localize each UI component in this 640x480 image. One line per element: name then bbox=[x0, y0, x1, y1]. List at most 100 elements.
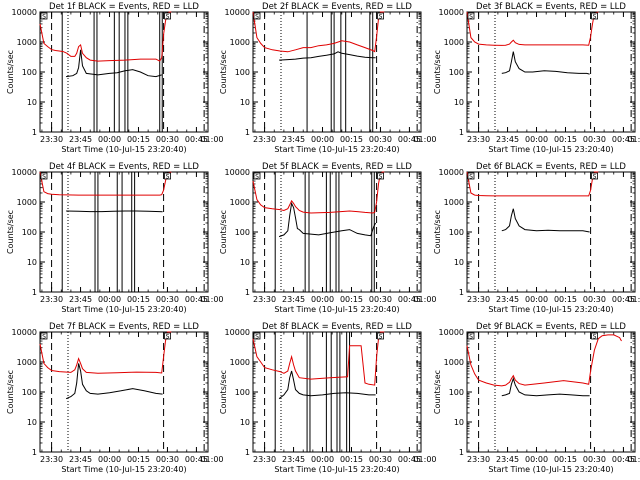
chart-panel: Det 5f BLACK = Events, RED = LLD 1 10 100 10… bbox=[219, 162, 437, 314]
corner-marker-label: S bbox=[255, 14, 259, 21]
x-tick-label: 23:45 bbox=[496, 295, 519, 304]
chart-panel: Det 8f BLACK = Events, RED = LLD 1 10 100 10… bbox=[219, 322, 437, 474]
y-tick-label: 1 bbox=[245, 288, 250, 297]
x-tick-label: 00:45 bbox=[185, 455, 208, 464]
lld-series-line bbox=[466, 334, 622, 387]
plot-frame bbox=[466, 11, 636, 133]
chart-title: Det 4f BLACK = Events, RED = LLD bbox=[49, 162, 199, 172]
chart-panel: Det 2f BLACK = Events, RED = LLD 1 10 100 10… bbox=[219, 2, 437, 154]
x-tick-label: 00:30 bbox=[583, 295, 606, 304]
y-tick-label: 100 bbox=[449, 228, 464, 237]
x-tick-label: 23:30 bbox=[40, 295, 63, 304]
x-tick-label: 23:45 bbox=[282, 455, 305, 464]
y-tick-label: 10000 bbox=[439, 168, 464, 177]
x-tick-label: 01:00 bbox=[200, 295, 223, 304]
corner-marker bbox=[164, 12, 171, 20]
corner-marker bbox=[377, 12, 384, 20]
x-tick-label: 00:00 bbox=[525, 455, 548, 464]
lld-series-line bbox=[39, 171, 172, 196]
y-tick-label: 10 bbox=[240, 98, 250, 107]
x-tick-label: 23:30 bbox=[467, 295, 490, 304]
events-series-line bbox=[66, 210, 163, 213]
corner-marker-label: S bbox=[469, 14, 473, 21]
corner-marker-label: S bbox=[42, 14, 46, 21]
x-axis-label: Start Time (10-Jul-15 23:20:40) bbox=[61, 145, 186, 154]
y-tick-label: 1000 bbox=[230, 38, 250, 47]
y-tick-label: 10 bbox=[27, 258, 37, 267]
plot-frame bbox=[39, 11, 209, 133]
corner-marker-label: S bbox=[255, 334, 259, 341]
corner-marker-label: S bbox=[469, 174, 473, 181]
x-axis-label: Start Time (10-Jul-15 23:20:40) bbox=[488, 145, 613, 154]
corner-marker bbox=[591, 332, 598, 340]
corner-marker bbox=[253, 12, 261, 20]
y-axis-label: Counts/sec bbox=[6, 50, 15, 94]
corner-marker bbox=[377, 332, 384, 340]
chart-title: Det 6f BLACK = Events, RED = LLD bbox=[476, 162, 626, 172]
x-tick-label: 00:00 bbox=[98, 135, 121, 144]
x-tick-label: 00:15 bbox=[554, 135, 577, 144]
events-series-line bbox=[501, 51, 590, 75]
plot-frame bbox=[466, 331, 636, 453]
lld-series-line bbox=[39, 331, 172, 374]
plot-frame bbox=[39, 171, 209, 293]
y-tick-label: 100 bbox=[235, 388, 250, 397]
chart-title: Det 7f BLACK = Events, RED = LLD bbox=[49, 322, 199, 332]
y-tick-label: 100 bbox=[449, 388, 464, 397]
x-tick-label: 23:30 bbox=[253, 295, 276, 304]
lld-series-line bbox=[39, 11, 172, 62]
x-tick-label: 00:45 bbox=[185, 295, 208, 304]
lld-series-line bbox=[252, 331, 385, 386]
y-axis-label: Counts/sec bbox=[433, 210, 442, 254]
corner-marker bbox=[377, 172, 384, 180]
corner-marker bbox=[253, 332, 261, 340]
x-tick-label: 00:30 bbox=[156, 455, 179, 464]
chart-title: Det 5f BLACK = Events, RED = LLD bbox=[262, 162, 412, 172]
y-tick-label: 1 bbox=[32, 448, 37, 457]
y-tick-label: 100 bbox=[22, 68, 37, 77]
corner-marker bbox=[591, 12, 598, 20]
y-axis-label: Counts/sec bbox=[6, 210, 15, 254]
corner-marker-label: S bbox=[166, 174, 170, 181]
y-axis-label: Counts/sec bbox=[6, 370, 15, 414]
y-tick-label: 10 bbox=[27, 98, 37, 107]
x-tick-label: 00:00 bbox=[525, 295, 548, 304]
x-tick-label: 00:45 bbox=[612, 455, 635, 464]
x-tick-label: 23:30 bbox=[253, 135, 276, 144]
x-tick-label: 01:00 bbox=[413, 295, 436, 304]
chart-title: Det 3f BLACK = Events, RED = LLD bbox=[476, 2, 626, 12]
events-series-line bbox=[279, 51, 376, 61]
events-series-line bbox=[501, 208, 590, 233]
x-tick-label: 00:30 bbox=[583, 135, 606, 144]
x-tick-label: 00:30 bbox=[156, 295, 179, 304]
events-series-line bbox=[65, 363, 163, 400]
x-tick-label: 01:00 bbox=[200, 455, 223, 464]
chart-panel: Det 6f BLACK = Events, RED = LLD 1 10 100 10… bbox=[433, 162, 640, 314]
corner-marker-label: S bbox=[166, 334, 170, 341]
x-tick-label: 23:45 bbox=[69, 455, 92, 464]
corner-marker-label: S bbox=[42, 334, 46, 341]
chart-panel: Det 7f BLACK = Events, RED = LLD 1 10 100 10… bbox=[6, 322, 224, 474]
x-axis-label: Start Time (10-Jul-15 23:20:40) bbox=[274, 305, 399, 314]
y-tick-label: 10 bbox=[454, 258, 464, 267]
x-tick-label: 00:30 bbox=[369, 295, 392, 304]
x-tick-label: 00:15 bbox=[340, 135, 363, 144]
corner-marker-label: S bbox=[593, 334, 597, 341]
x-tick-label: 23:45 bbox=[282, 135, 305, 144]
y-tick-label: 1 bbox=[32, 288, 37, 297]
y-tick-label: 10 bbox=[454, 418, 464, 427]
corner-marker bbox=[467, 172, 475, 180]
chart-panel: Det 1f BLACK = Events, RED = LLD 1 10 100 10… bbox=[6, 2, 224, 154]
y-tick-label: 1000 bbox=[444, 38, 464, 47]
y-tick-label: 10000 bbox=[12, 328, 37, 337]
x-tick-label: 23:30 bbox=[40, 455, 63, 464]
y-tick-label: 10 bbox=[27, 418, 37, 427]
corner-marker-label: S bbox=[469, 334, 473, 341]
events-series-line bbox=[278, 370, 376, 400]
y-tick-label: 1 bbox=[459, 448, 464, 457]
y-tick-label: 1 bbox=[245, 128, 250, 137]
lld-series-line bbox=[466, 171, 599, 197]
x-tick-label: 00:15 bbox=[340, 455, 363, 464]
plot-frame bbox=[39, 331, 209, 453]
corner-marker-label: S bbox=[593, 174, 597, 181]
